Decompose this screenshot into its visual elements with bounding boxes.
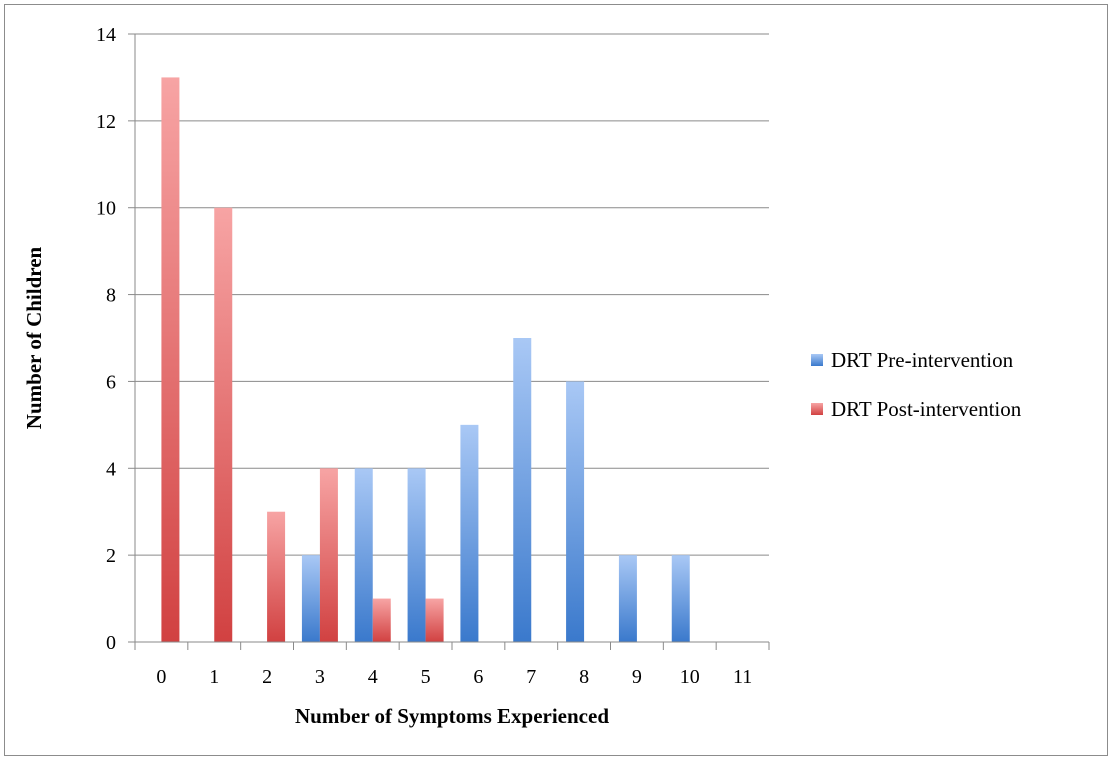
bar-post-4 (372, 598, 391, 642)
x-tick-label: 5 (421, 666, 431, 688)
y-tick-label: 6 (106, 371, 116, 393)
x-tick-label: 11 (733, 666, 752, 688)
y-tick-label: 4 (106, 458, 116, 480)
x-tick-label: 10 (680, 666, 700, 688)
legend-swatch-pre (811, 354, 823, 366)
y-tick-label: 14 (96, 24, 116, 46)
bar-pre-4 (354, 468, 373, 642)
x-tick-label: 2 (262, 666, 272, 688)
legend: DRT Pre-intervention DRT Post-interventio… (811, 348, 1022, 421)
y-tick-label: 0 (106, 632, 116, 654)
legend-label-pre: DRT Pre-intervention (831, 348, 1014, 372)
y-tick-labels: 0 2 4 6 8 10 12 14 (96, 24, 116, 654)
bar-pre-6 (460, 424, 479, 642)
bar-post-0 (161, 77, 180, 642)
legend-swatch-post (811, 403, 823, 415)
bar-pre-7 (513, 338, 532, 642)
x-tick-label: 8 (579, 666, 589, 688)
x-tick-label: 7 (526, 666, 536, 688)
bar-post-2 (267, 511, 286, 642)
y-tick-label: 8 (106, 285, 116, 307)
x-axis-title: Number of Symptoms Experienced (295, 704, 609, 728)
y-tick-label: 12 (96, 111, 116, 133)
x-tick-label: 4 (368, 666, 378, 688)
bar-post-3 (319, 468, 338, 642)
bar-pre-9 (618, 555, 637, 642)
chart-frame (4, 4, 1108, 756)
x-tick-label: 1 (209, 666, 219, 688)
bars (161, 77, 690, 642)
bar-pre-5 (407, 468, 426, 642)
x-tick-label: 3 (315, 666, 325, 688)
bar-pre-8 (566, 381, 585, 642)
bar-post-5 (425, 598, 444, 642)
y-tick-label: 2 (106, 545, 116, 567)
axes (128, 33, 770, 650)
bar-pre-3 (301, 555, 320, 642)
y-tick-label: 10 (96, 198, 116, 220)
x-tick-labels: 0 1 2 3 4 5 6 7 8 9 10 11 (156, 666, 752, 688)
x-tick-label: 6 (473, 666, 483, 688)
x-tick-label: 0 (156, 666, 166, 688)
legend-label-post: DRT Post-intervention (831, 397, 1022, 421)
bar-pre-10 (671, 555, 690, 642)
x-tick-label: 9 (632, 666, 642, 688)
bar-post-1 (214, 207, 233, 642)
gridlines (135, 33, 769, 556)
y-axis-title: Number of Children (22, 246, 46, 429)
